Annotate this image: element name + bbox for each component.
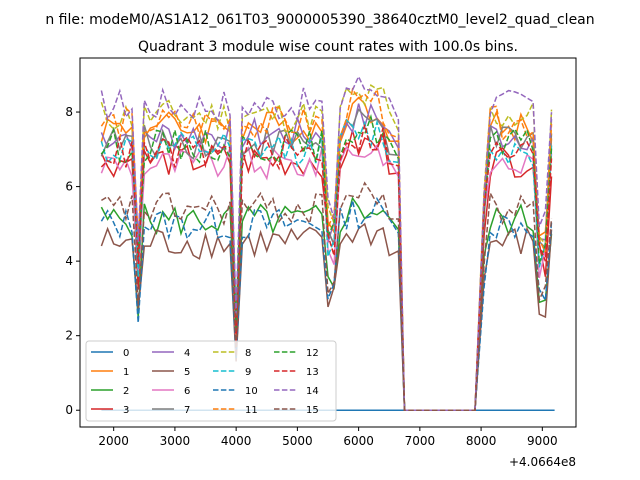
- legend-label-15: 15: [306, 405, 319, 416]
- series-line-15: [101, 181, 553, 411]
- chart-title: Quadrant 3 module wise count rates with …: [138, 39, 518, 55]
- series-line-3: [100, 130, 553, 411]
- series-line-13: [100, 124, 553, 411]
- legend-label-6: 6: [184, 386, 190, 397]
- y-tick-label: 8: [65, 105, 73, 119]
- legend-label-4: 4: [184, 348, 190, 359]
- series-line-11: [100, 87, 553, 411]
- legend-label-3: 3: [123, 405, 129, 416]
- series-line-14: [100, 74, 553, 411]
- legend-label-12: 12: [306, 348, 319, 359]
- legend-label-10: 10: [245, 386, 258, 397]
- x-offset-text: +4.0664e8: [509, 455, 576, 469]
- legend-label-2: 2: [123, 386, 129, 397]
- series-line-6: [100, 143, 553, 411]
- plot-area: [100, 74, 555, 411]
- x-tick-label: 2000: [98, 434, 129, 448]
- x-axis: 2000 3000 4000 5000 6000 7000 8000 9000: [98, 427, 558, 448]
- x-tick-label: 4000: [221, 434, 252, 448]
- legend-label-8: 8: [245, 348, 251, 359]
- legend-box: [85, 340, 337, 422]
- legend-label-13: 13: [306, 367, 319, 378]
- axes-frame: [79, 57, 577, 428]
- y-tick-label: 0: [65, 403, 73, 417]
- legend-label-7: 7: [184, 405, 190, 416]
- y-tick-label: 2: [65, 329, 73, 343]
- legend-label-5: 5: [184, 367, 190, 378]
- x-tick-label: 5000: [282, 434, 313, 448]
- x-tick-label: 3000: [160, 434, 191, 448]
- x-tick-label: 9000: [527, 434, 558, 448]
- suptitle: n file: modeM0/AS1A12_061T03_9000005390_…: [45, 12, 594, 28]
- x-tick-label: 7000: [405, 434, 436, 448]
- series-line-10: [100, 196, 553, 411]
- legend-label-0: 0: [123, 348, 129, 359]
- legend-label-9: 9: [245, 367, 251, 378]
- y-axis: 0 2 4 6 8: [65, 105, 80, 417]
- x-tick-label: 8000: [466, 434, 497, 448]
- x-tick-label: 6000: [343, 434, 374, 448]
- legend-label-11: 11: [245, 405, 258, 416]
- series-line-2: [100, 196, 553, 411]
- series-line-12: [100, 113, 553, 411]
- legend-label-1: 1: [123, 367, 129, 378]
- y-tick-label: 6: [65, 180, 73, 194]
- y-tick-label: 4: [65, 254, 73, 268]
- legend-label-14: 14: [306, 386, 319, 397]
